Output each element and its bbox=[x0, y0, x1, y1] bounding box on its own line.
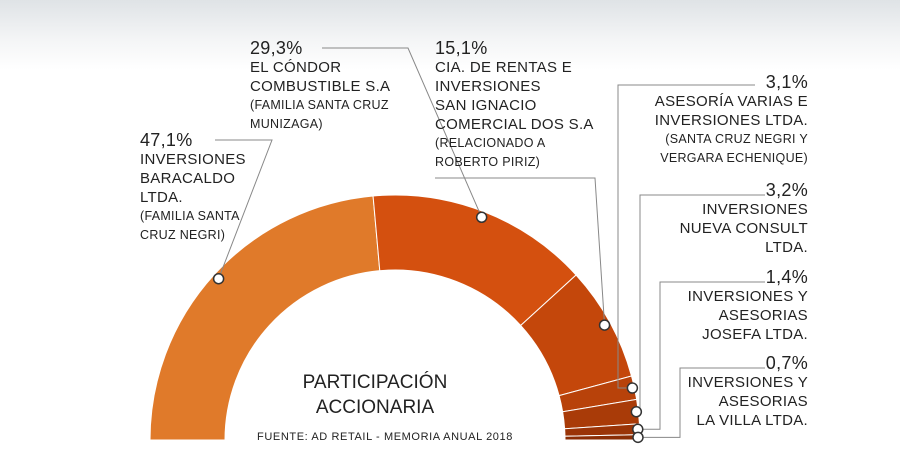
slice-label: 0,7% INVERSIONES Y ASESORIAS LA VILLA LTD… bbox=[688, 353, 808, 430]
note-label: (FAMILIA SANTA CRUZ MUNIZAGA) bbox=[250, 98, 389, 131]
slice-label: 47,1% INVERSIONES BARACALDO LTDA. (FAMILIA… bbox=[140, 130, 246, 245]
value-label: 0,7% bbox=[765, 353, 808, 373]
slice-label: 1,4% INVERSIONES Y ASESORIAS JOSEFA LTDA. bbox=[688, 267, 808, 344]
chart-title: PARTICIPACIÓN ACCIONARIA bbox=[302, 372, 448, 418]
category-label: INVERSIONES NUEVA CONSULT LTDA. bbox=[679, 201, 808, 256]
leader-line bbox=[435, 177, 606, 326]
slice-label: 3,1% ASESORÍA VARIAS E INVERSIONES LTDA.(… bbox=[655, 72, 808, 168]
slice-label: 15,1% CIA. DE RENTAS E INVERSIONES SAN IG… bbox=[435, 38, 594, 172]
category-label: EL CÓNDOR COMBUSTIBLE S.A bbox=[250, 59, 391, 95]
leader-line bbox=[637, 367, 765, 438]
note-label: (FAMILIA SANTA CRUZ NEGRI) bbox=[140, 209, 240, 242]
category-label: ASESORÍA VARIAS E INVERSIONES LTDA. bbox=[654, 93, 808, 129]
category-label: CIA. DE RENTAS E INVERSIONES SAN IGNACIO… bbox=[435, 59, 594, 133]
category-label: INVERSIONES Y ASESORIAS JOSEFA LTDA. bbox=[687, 288, 808, 343]
value-label: 15,1% bbox=[435, 38, 488, 58]
slice-label: 3,2% INVERSIONES NUEVA CONSULT LTDA. bbox=[680, 180, 808, 257]
value-label: 29,3% bbox=[250, 38, 303, 58]
label-dot bbox=[632, 431, 644, 444]
leader-line bbox=[215, 139, 273, 279]
label-dot bbox=[626, 382, 639, 394]
category-label: INVERSIONES Y ASESORIAS LA VILLA LTDA. bbox=[687, 374, 808, 429]
note-label: (SANTA CRUZ NEGRI Y VERGARA ECHENIQUE) bbox=[660, 132, 808, 165]
note-label: (RELACIONADO A ROBERTO PIRIZ) bbox=[435, 136, 546, 169]
slice-label: 29,3% EL CÓNDOR COMBUSTIBLE S.A (FAMILIA S… bbox=[250, 38, 390, 134]
value-label: 1,4% bbox=[765, 267, 808, 287]
label-dot bbox=[598, 319, 611, 331]
leader-line bbox=[322, 47, 483, 218]
label-dot bbox=[475, 211, 488, 224]
label-dot bbox=[212, 272, 225, 285]
label-dot bbox=[630, 406, 643, 418]
value-label: 3,1% bbox=[765, 72, 808, 92]
leader-line bbox=[637, 281, 765, 430]
value-label: 3,2% bbox=[765, 180, 808, 200]
leader-line bbox=[617, 84, 755, 389]
source: FUENTE: AD RETAIL - MEMORIA ANUAL 2018 bbox=[257, 431, 513, 443]
value-label: 47,1% bbox=[140, 130, 193, 150]
category-label: INVERSIONES BARACALDO LTDA. bbox=[140, 151, 246, 206]
